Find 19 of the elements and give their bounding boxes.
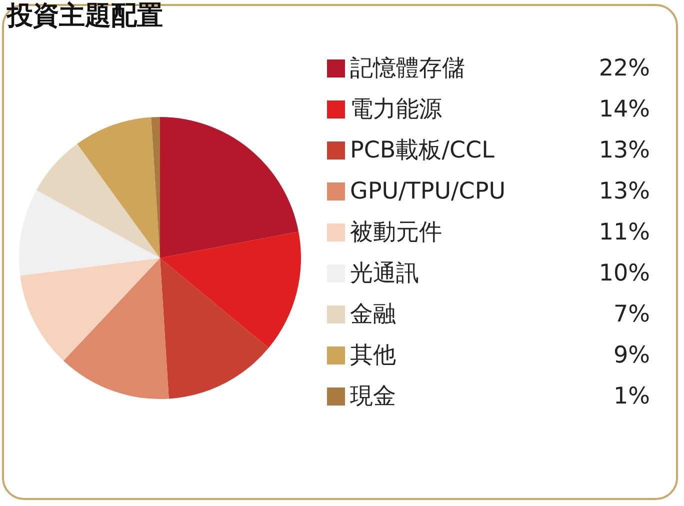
data-label: 7% bbox=[614, 302, 650, 328]
legend-label: PCB載板/CCL bbox=[350, 138, 495, 164]
data-label: 13% bbox=[598, 138, 650, 164]
data-label: 22% bbox=[598, 56, 650, 82]
data-label: 9% bbox=[614, 342, 650, 368]
chart-title: 投資主題配置 bbox=[6, 1, 163, 31]
legend-label: 電力能源 bbox=[350, 96, 442, 122]
data-label: 11% bbox=[598, 220, 650, 246]
legend-label: 記憶體存儲 bbox=[350, 56, 465, 82]
data-label: 13% bbox=[598, 178, 650, 204]
legend-label: 光通訊 bbox=[350, 260, 419, 286]
legend-label: 金融 bbox=[350, 302, 396, 328]
legend-label: 其他 bbox=[350, 342, 396, 368]
data-label: 1% bbox=[614, 384, 650, 410]
legend-label: GPU/TPU/CPU bbox=[350, 178, 506, 204]
legend-label: 現金 bbox=[350, 384, 396, 410]
legend-label: 被動元件 bbox=[350, 220, 442, 246]
data-label: 10% bbox=[598, 260, 650, 286]
data-label: 14% bbox=[598, 96, 650, 122]
